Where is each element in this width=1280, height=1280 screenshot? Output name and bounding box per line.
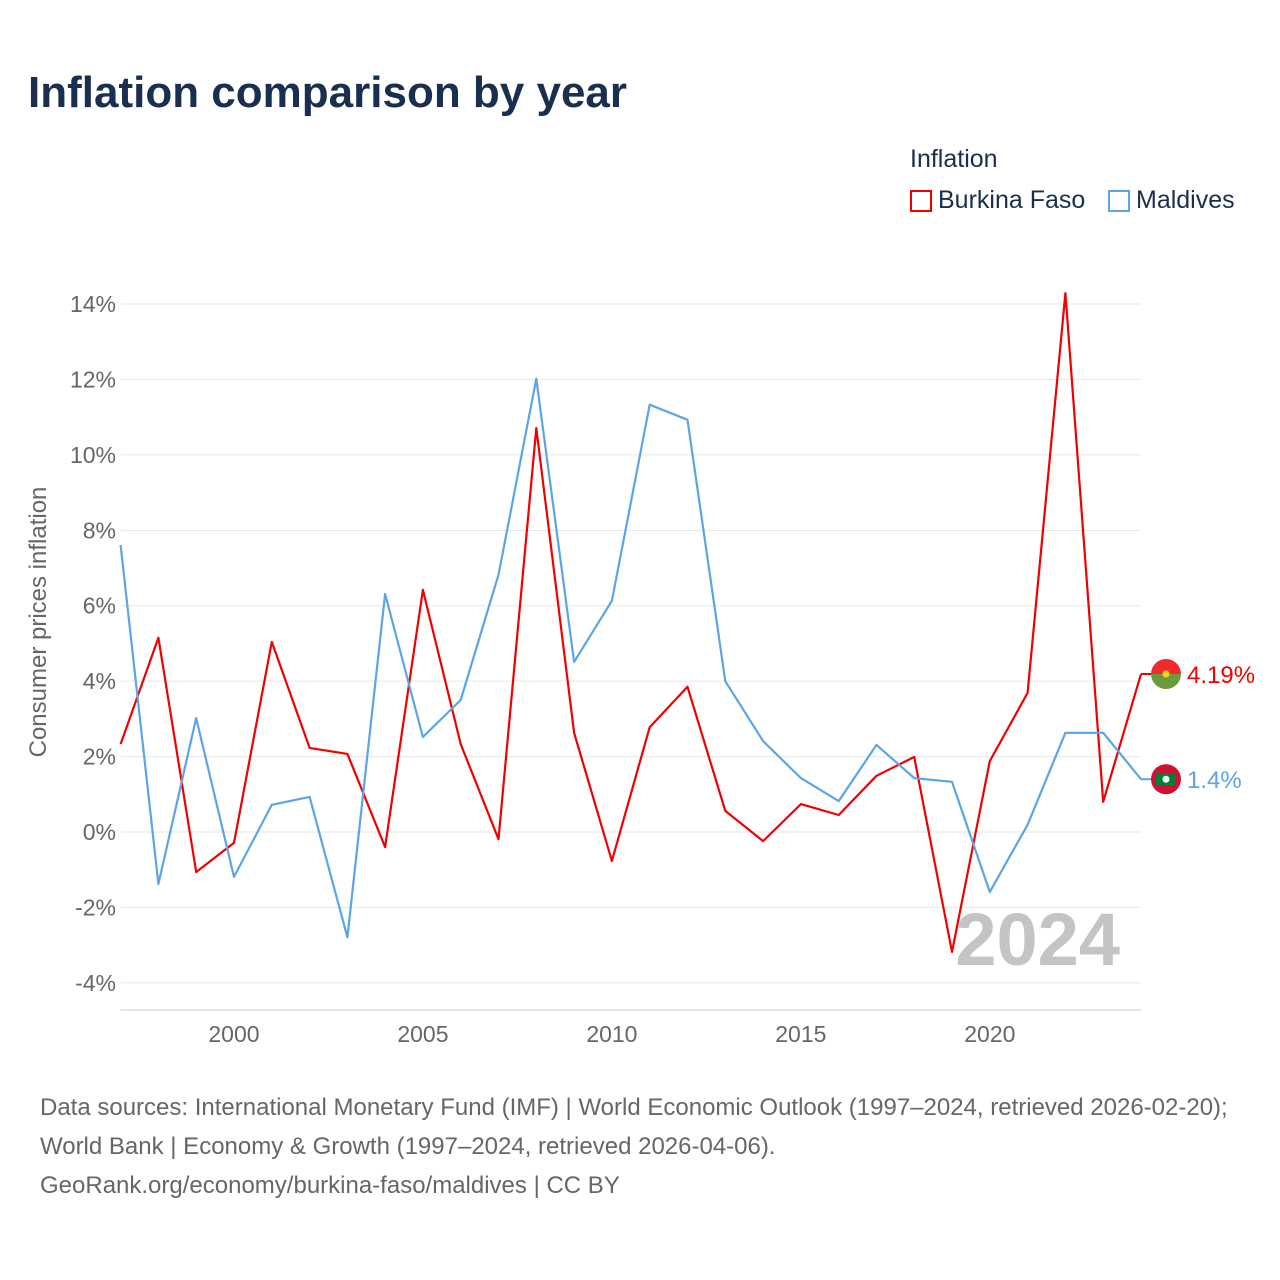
y-tick-label: -2% (75, 894, 116, 920)
legend-swatch (910, 189, 932, 212)
source-text: Data sources: International Monetary Fun… (40, 1094, 1228, 1160)
y-tick-label: 10% (70, 442, 116, 468)
x-tick-label: 2020 (964, 1021, 1015, 1047)
legend-label: Maldives (1136, 186, 1235, 214)
end-value-label: 1.4% (1187, 767, 1242, 794)
legend-swatch (1108, 189, 1130, 212)
source-url[interactable]: GeoRank.org/economy/burkina-faso/maldive… (40, 1172, 620, 1199)
y-tick-label: 0% (83, 819, 116, 845)
series-line-maldives (119, 377, 1142, 939)
end-value-label: 4.19% (1187, 662, 1255, 689)
line-chart: -4% -2% 0% 2% 4% 6% 8% 10% 12% 14% 2000 2005 2010 201… (25, 291, 1255, 1047)
burkina-faso-flag-icon (1151, 658, 1181, 689)
series-line-burkina-faso (119, 292, 1143, 954)
y-axis-label: Consumer prices inflation (25, 487, 52, 758)
legend-item-maldives[interactable]: Maldives (1108, 186, 1235, 215)
x-tick-label: 2010 (586, 1021, 637, 1047)
y-tick-label: 14% (70, 291, 116, 317)
legend-title: Inflation (910, 145, 998, 173)
x-tick-label: 2005 (397, 1021, 448, 1047)
legend-label: Burkina Faso (938, 186, 1086, 214)
y-tick-label: 2% (83, 744, 116, 770)
y-tick-label: 8% (83, 517, 116, 543)
y-tick-label: -4% (75, 970, 116, 996)
year-watermark: 2024 (955, 898, 1120, 981)
source-note: Data sources: International Monetary Fun… (40, 1088, 1250, 1205)
maldives-flag-icon (1151, 764, 1181, 795)
legend-item-burkina-faso[interactable]: Burkina Faso (910, 186, 1085, 215)
x-tick-label: 2015 (775, 1021, 826, 1047)
chart-title: Inflation comparison by year (28, 68, 628, 117)
y-tick-label: 6% (83, 593, 116, 619)
x-tick-label: 2000 (208, 1021, 259, 1047)
y-tick-label: 12% (70, 366, 116, 392)
y-tick-label: 4% (83, 668, 116, 694)
